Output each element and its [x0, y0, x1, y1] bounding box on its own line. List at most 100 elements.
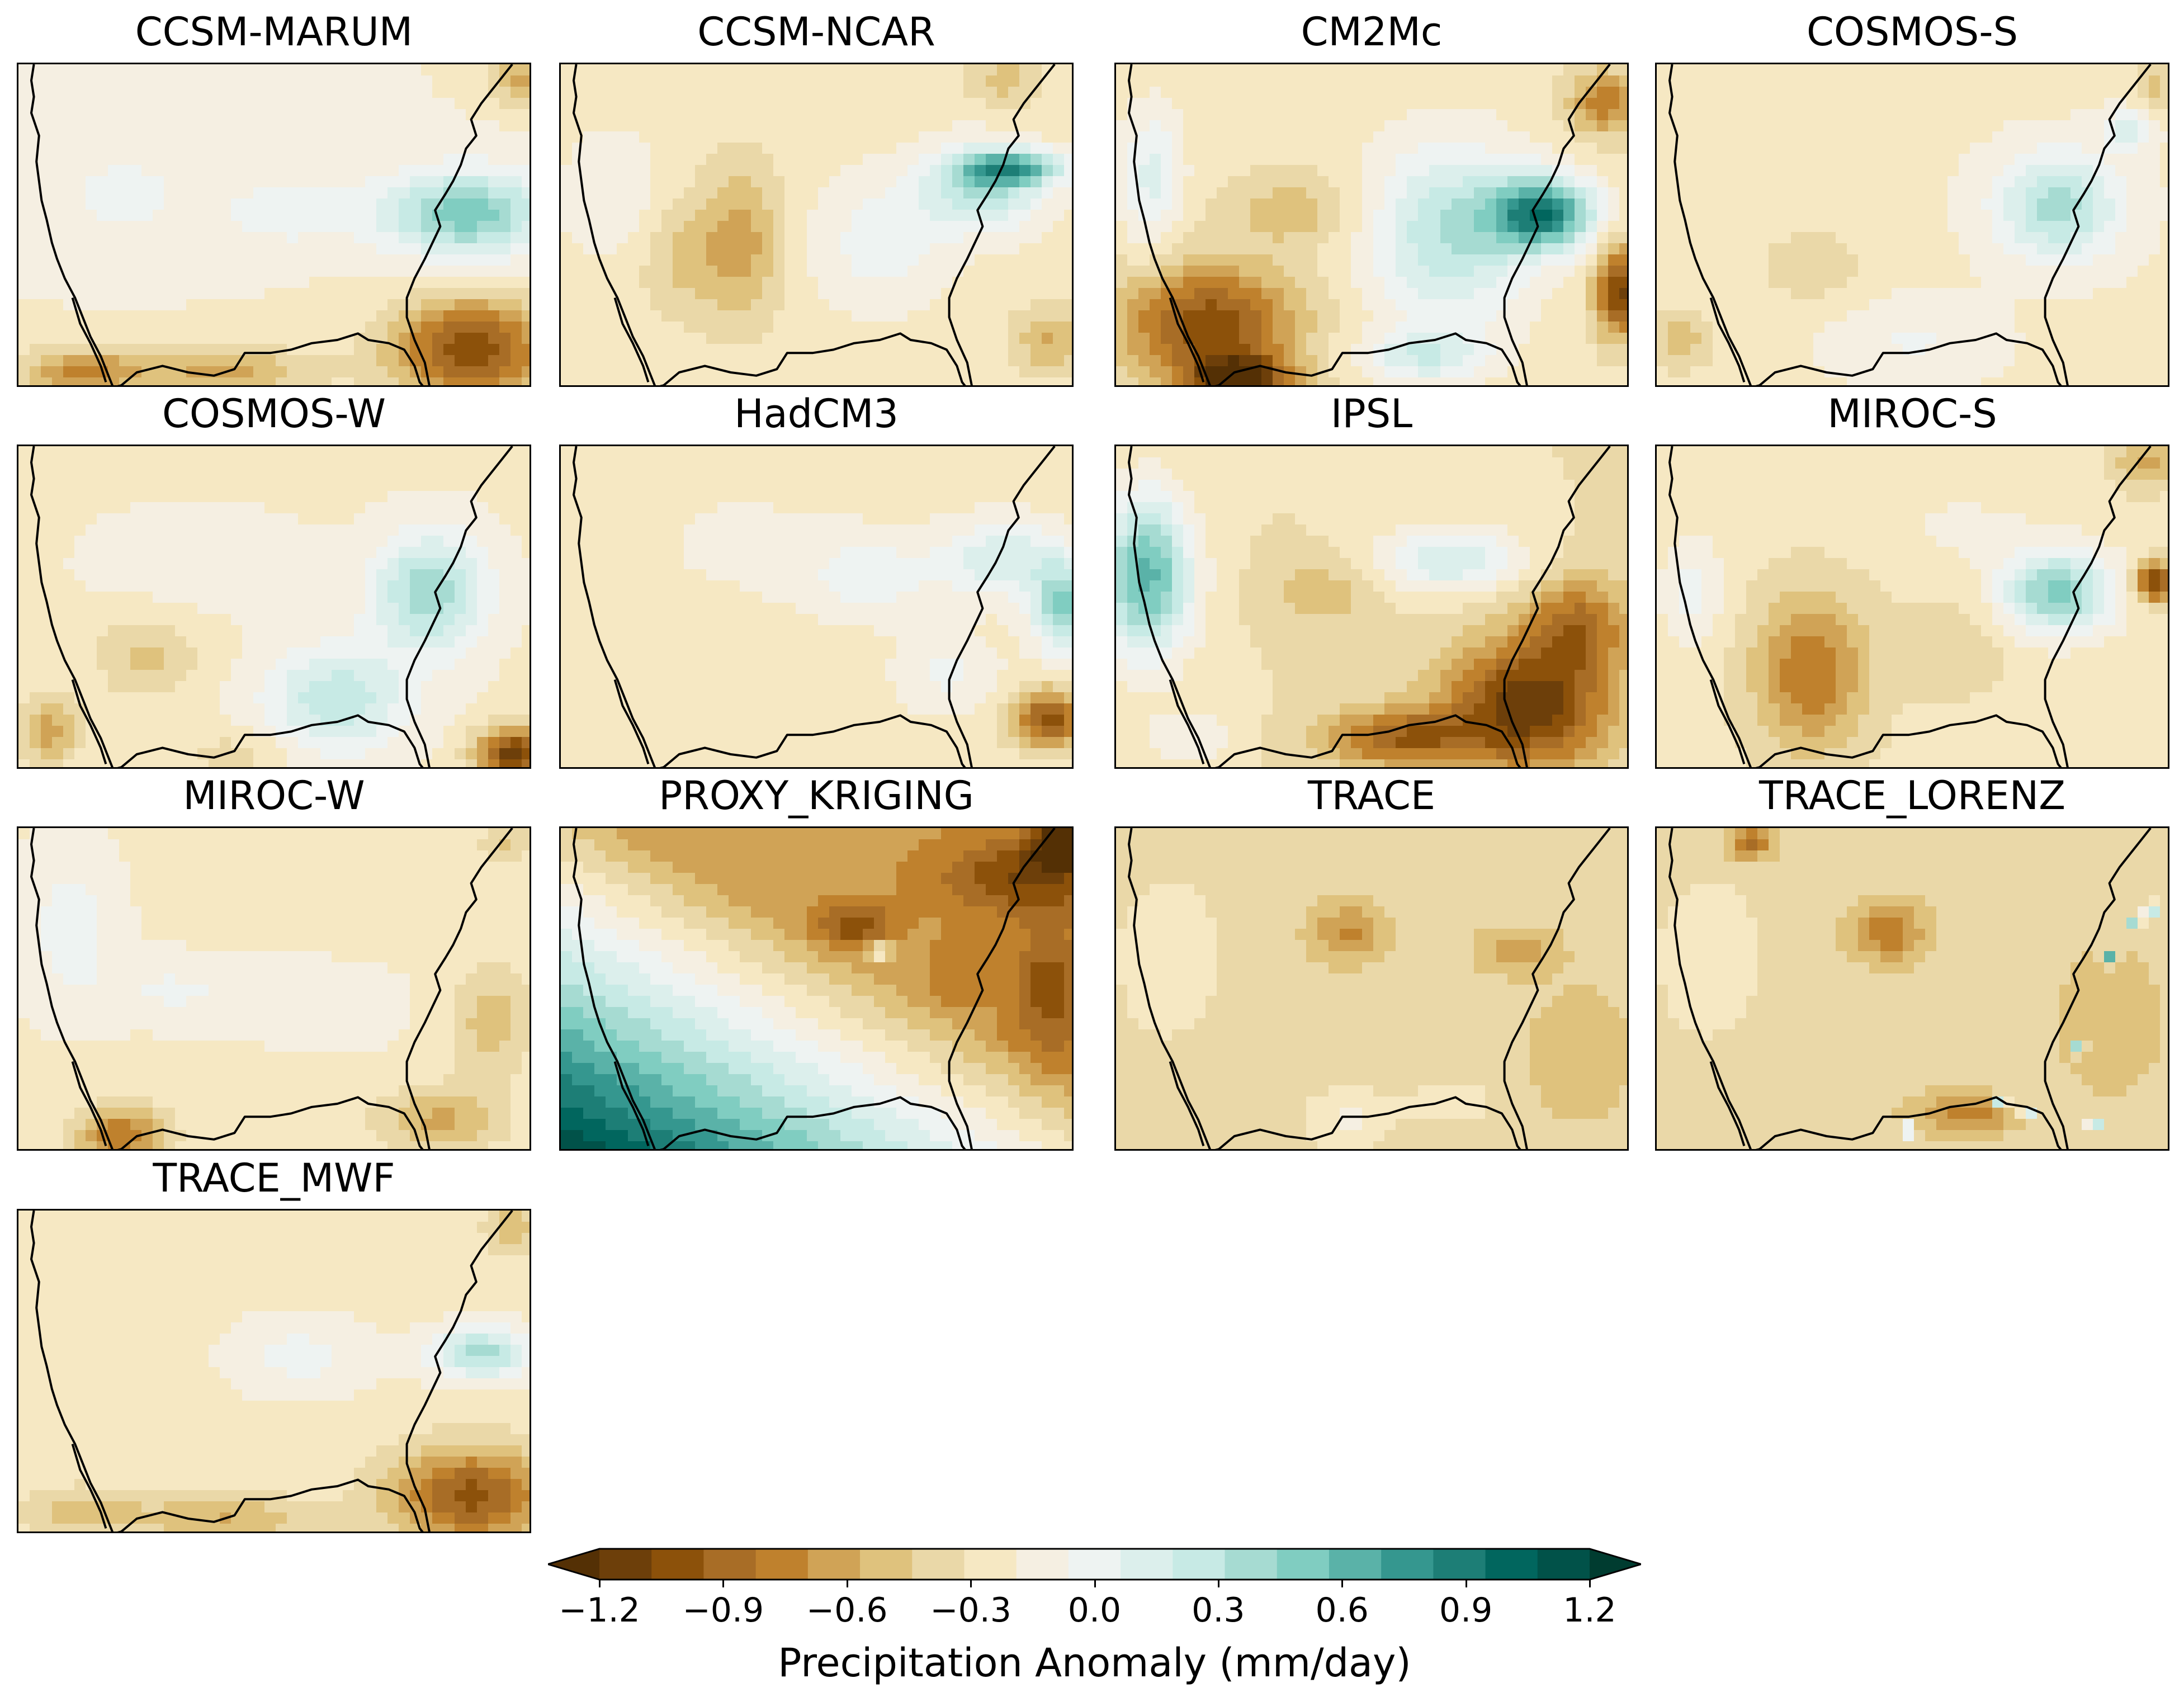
colorbar-segment — [1121, 1549, 1173, 1580]
anomaly-field — [18, 1211, 530, 1531]
coastline — [30, 64, 114, 385]
anomaly-field — [561, 828, 1072, 1149]
coastline — [1128, 828, 1211, 1149]
panel-title: PROXY_KRIGING — [659, 773, 974, 819]
colorbar-label: Precipitation Anomaly (mm/day) — [778, 1640, 1411, 1686]
colorbar-tick-label: −0.6 — [806, 1591, 888, 1630]
coastline — [1709, 679, 1746, 765]
colorbar: −1.2 −0.9 −0.6 −0.3 0.0 0.3 0.6 0.9 1.2 Precipit… — [548, 1546, 1641, 1697]
colorbar-tick-mark — [846, 1580, 848, 1587]
coastline — [71, 1061, 107, 1147]
map-panel: IPSL — [1114, 391, 1629, 769]
panel-title: IPSL — [1330, 391, 1413, 437]
map-panel: HadCM3 — [559, 391, 1074, 769]
colorbar-tick-label: −1.2 — [559, 1591, 640, 1630]
map-panel: TRACE — [1114, 773, 1629, 1151]
map-panel: CCSM-MARUM — [17, 9, 531, 387]
anomaly-field — [1657, 64, 2168, 385]
panel-title: MIROC-W — [183, 773, 365, 819]
colorbar-segment — [912, 1549, 965, 1580]
coastline — [30, 828, 114, 1149]
map-panel: MIROC-W — [17, 773, 531, 1151]
colorbar-segment — [964, 1549, 1017, 1580]
coastline — [659, 1096, 966, 1149]
coastline — [613, 1061, 650, 1147]
panel-title: MIROC-S — [1827, 391, 1997, 437]
coastline — [30, 446, 114, 767]
colorbar-tick-label: 1.2 — [1563, 1591, 1616, 1630]
colorbar-segment — [1485, 1549, 1538, 1580]
panel-title: CCSM-NCAR — [697, 9, 935, 55]
colorbar-tick-label: 0.0 — [1067, 1591, 1122, 1630]
colorbar-segment — [1173, 1549, 1226, 1580]
coastline — [71, 679, 107, 765]
colorbar-tick-mark — [599, 1580, 601, 1587]
colorbar-segment — [703, 1549, 757, 1580]
coastline — [405, 64, 513, 385]
map-panel: PROXY_KRIGING — [559, 773, 1074, 1151]
anomaly-map — [559, 63, 1074, 387]
map-panel: COSMOS-W — [17, 391, 531, 769]
panel-title: CM2Mc — [1301, 9, 1443, 55]
coastline — [2044, 64, 2152, 385]
colorbar-segment — [1381, 1549, 1434, 1580]
coastline — [613, 679, 650, 765]
colorbar-segment — [599, 1549, 652, 1580]
coastline — [573, 64, 656, 385]
colorbar-segment — [1277, 1549, 1330, 1580]
coastline — [71, 1444, 107, 1529]
coastline — [1214, 1096, 1521, 1149]
anomaly-field — [18, 828, 530, 1149]
map-panel: TRACE_MWF — [17, 1155, 531, 1533]
colorbar-tick-mark — [1341, 1580, 1344, 1587]
colorbar-segment — [807, 1549, 861, 1580]
coastline — [1169, 679, 1205, 765]
anomaly-map — [1114, 826, 1629, 1151]
coastline — [117, 714, 424, 767]
map-panel: CCSM-NCAR — [559, 9, 1074, 387]
anomaly-map — [17, 826, 531, 1151]
anomaly-field — [1657, 828, 2168, 1149]
colorbar-tick-mark — [722, 1580, 725, 1587]
anomaly-field — [1116, 446, 1627, 767]
coastline — [71, 297, 107, 383]
anomaly-map — [1655, 445, 2169, 769]
coastline — [613, 297, 650, 383]
coastline — [405, 1211, 513, 1531]
coastline — [1668, 828, 1752, 1149]
coastline — [1214, 332, 1521, 385]
panel-title: TRACE_LORENZ — [1758, 773, 2066, 819]
anomaly-map — [559, 445, 1074, 769]
map-panel: CM2Mc — [1114, 9, 1629, 387]
colorbar-tick-mark — [1217, 1580, 1219, 1587]
colorbar-tick-mark — [1465, 1580, 1467, 1587]
coastline — [659, 332, 966, 385]
map-panel: TRACE_LORENZ — [1655, 773, 2169, 1151]
coastline — [1709, 297, 1746, 383]
colorbar-tick-label: 0.3 — [1192, 1591, 1245, 1630]
panel-title: CCSM-MARUM — [135, 9, 413, 55]
coastline — [1503, 446, 1611, 767]
coastline — [1755, 714, 2062, 767]
coastline — [1755, 1096, 2062, 1149]
coastline — [948, 828, 1056, 1149]
panel-title: TRACE — [1307, 773, 1436, 819]
coastline — [117, 332, 424, 385]
coastline — [405, 828, 513, 1149]
colorbar-tick-label: −0.9 — [682, 1591, 764, 1630]
colorbar-segment — [651, 1549, 705, 1580]
coastline — [117, 1478, 424, 1531]
coastline — [948, 64, 1056, 385]
anomaly-map — [17, 445, 531, 769]
coastline — [117, 1096, 424, 1149]
coastline — [1503, 828, 1611, 1149]
anomaly-map — [17, 63, 531, 387]
coastline — [1503, 64, 1611, 385]
anomaly-map — [1114, 63, 1629, 387]
colorbar-tick-label: −0.3 — [930, 1591, 1011, 1630]
coastline — [1128, 446, 1211, 767]
coastline — [573, 446, 656, 767]
colorbar-segment — [1225, 1549, 1278, 1580]
coastline — [948, 446, 1056, 767]
colorbar-segment — [755, 1549, 809, 1580]
